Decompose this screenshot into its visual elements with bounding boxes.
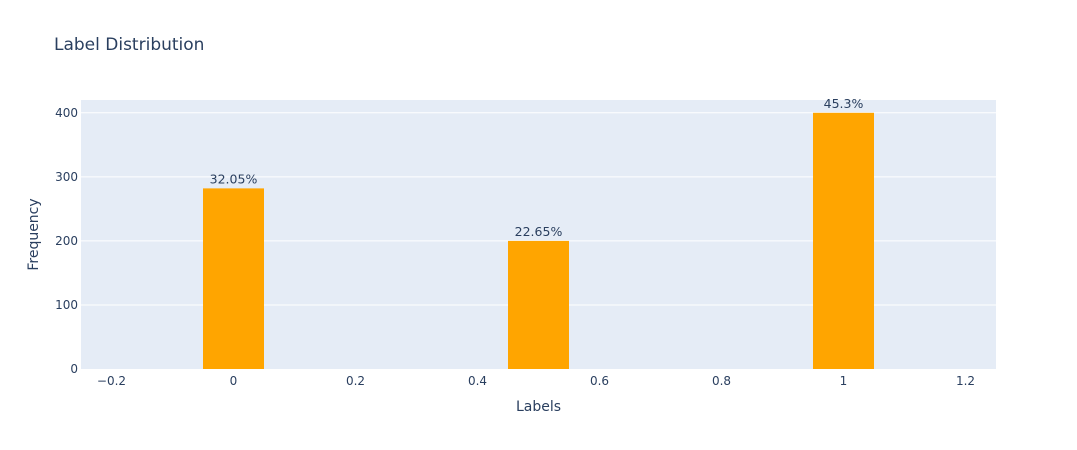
bar-label-1: 22.65% [515,224,563,239]
bar-0[interactable] [203,188,264,369]
chart-title: Label Distribution [54,35,204,55]
x-tick-label-3: 0.4 [468,374,487,388]
x-tick-label-1: 0 [230,374,238,388]
bar-labels: 32.05% 22.65% 45.3% [210,96,864,239]
bar-1[interactable] [508,240,569,369]
y-tick-label-2: 200 [55,234,78,248]
x-tick-label-5: 0.8 [712,374,731,388]
x-axis-title: Labels [516,399,561,415]
bar-2[interactable] [813,112,874,370]
y-axis-title: Frequency [26,198,42,270]
x-tick-label-7: 1.2 [956,374,975,388]
y-tick-label-4: 400 [55,106,78,120]
x-tick-label-6: 1 [840,374,848,388]
y-axis-ticks: 0 100 200 300 400 [55,106,78,376]
y-tick-label-3: 300 [55,170,78,184]
bars [203,112,874,370]
y-tick-label-0: 0 [70,362,78,376]
y-tick-label-1: 100 [55,298,78,312]
bar-label-2: 45.3% [824,96,864,111]
x-tick-label-2: 0.2 [346,374,365,388]
x-axis-ticks: −0.2 0 0.2 0.4 0.6 0.8 1 1.2 [97,374,975,388]
x-tick-label-4: 0.6 [590,374,609,388]
x-tick-label-0: −0.2 [97,374,126,388]
bar-label-0: 32.05% [210,171,258,186]
